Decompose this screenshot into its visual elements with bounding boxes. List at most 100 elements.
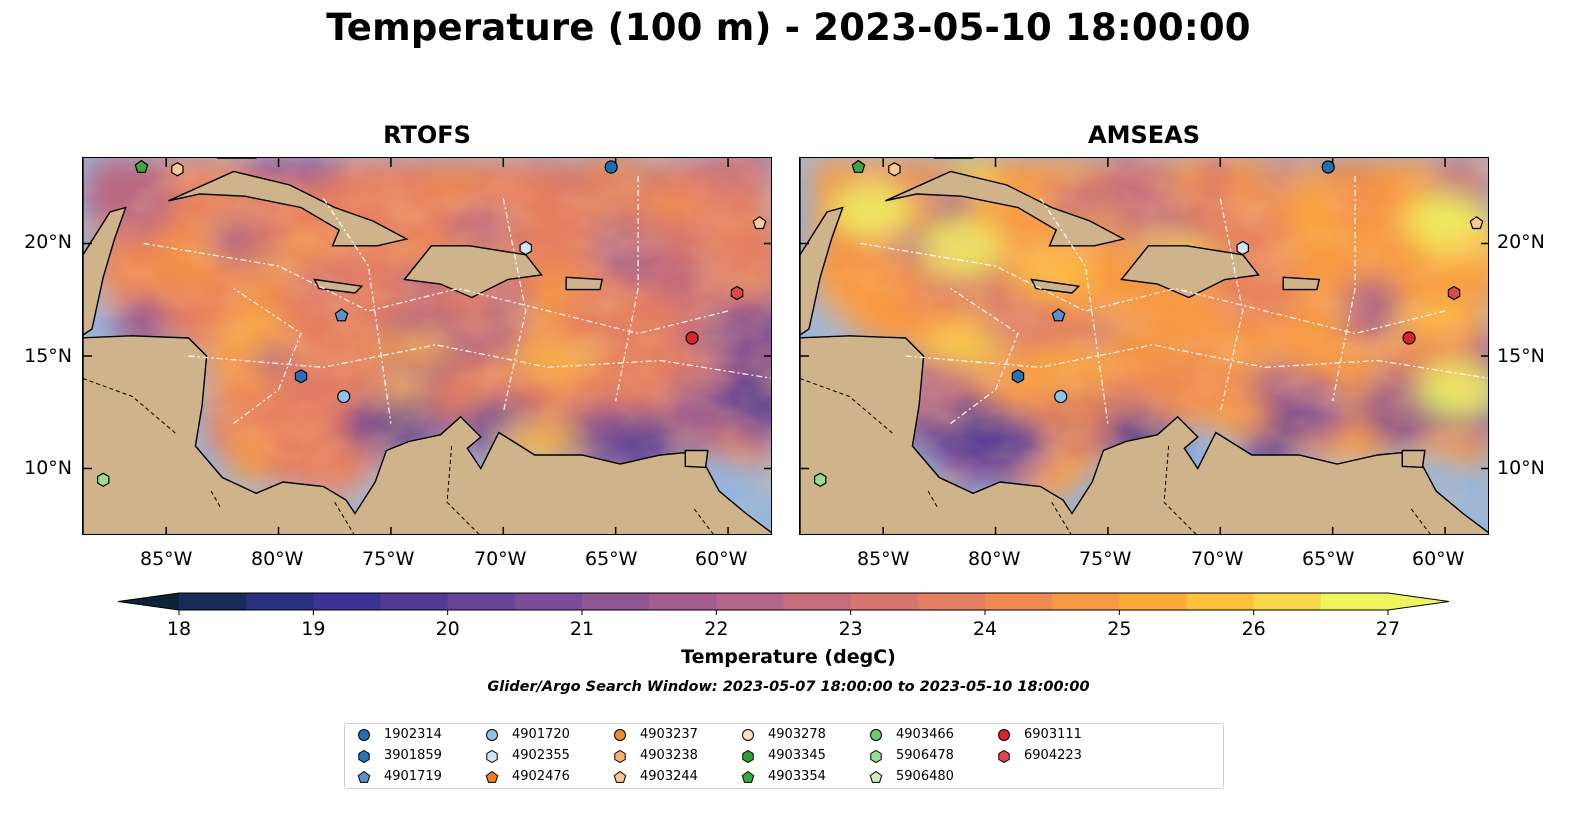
legend-item: 4903278 xyxy=(741,727,826,742)
float-marker-circle[interactable] xyxy=(604,160,618,174)
legend-label: 6903111 xyxy=(1024,727,1082,742)
colorbar-swatch xyxy=(246,593,314,610)
legend-item: 4903345 xyxy=(741,748,826,763)
colorbar-swatch xyxy=(313,593,382,610)
lat-tick-15n-left: 15°N xyxy=(24,345,72,367)
map-panel-amseas[interactable] xyxy=(799,157,1489,535)
colorbar-swatch xyxy=(582,593,650,610)
colorbar-swatch xyxy=(783,593,852,610)
colorbar-swatch xyxy=(649,593,717,610)
circle-marker-icon xyxy=(358,728,370,741)
eez-line xyxy=(233,288,302,424)
lon-tick-85w-left: 85°W xyxy=(140,548,193,570)
border-line xyxy=(1410,508,1431,534)
hexagon-marker-icon xyxy=(358,749,370,763)
float-marker-circle[interactable] xyxy=(337,389,351,404)
float-marker-circle[interactable] xyxy=(685,331,699,345)
axis-ticks xyxy=(800,158,1488,534)
float-marker-hexagon[interactable] xyxy=(1011,369,1025,384)
legend-label: 4903278 xyxy=(768,727,826,742)
eez-line xyxy=(1040,198,1109,424)
lon-tick-80w-right: 80°W xyxy=(968,548,1021,570)
float-marker-pentagon[interactable] xyxy=(752,216,767,230)
float-marker-hexagon[interactable] xyxy=(294,369,308,384)
float-marker-circle[interactable] xyxy=(1402,331,1416,345)
legend-item: 4903354 xyxy=(741,769,826,784)
map-panel-rtofs[interactable] xyxy=(82,157,772,535)
figure-title: Temperature (100 m) - 2023-05-10 18:00:0… xyxy=(326,6,1251,49)
colorbar-extend-min xyxy=(118,593,179,610)
legend-item: 5906480 xyxy=(869,769,954,784)
float-marker-pentagon[interactable] xyxy=(1051,308,1066,322)
panel-title-rtofs: RTOFS xyxy=(383,121,471,149)
colorbar-swatch xyxy=(716,593,785,610)
lat-tick-15n-right: 15°N xyxy=(1497,345,1545,367)
float-marker-hexagon[interactable] xyxy=(888,162,901,177)
legend-item: 4901719 xyxy=(357,769,442,784)
legend-label: 4903244 xyxy=(640,769,698,784)
legend-item: 4902355 xyxy=(485,748,570,763)
eez-line xyxy=(1332,176,1356,402)
float-marker-hexagon[interactable] xyxy=(1236,240,1249,256)
pentagon-marker-icon xyxy=(869,770,883,783)
cuba-land xyxy=(885,170,1126,247)
float-marker-hexagon[interactable] xyxy=(519,240,532,256)
puerto-rico-land xyxy=(565,276,604,291)
map-canvas xyxy=(83,158,771,534)
jamaica-land xyxy=(1030,278,1081,294)
float-marker-pentagon[interactable] xyxy=(851,159,866,173)
jamaica-land xyxy=(313,278,364,294)
legend-label: 4901720 xyxy=(512,727,570,742)
eez-line xyxy=(905,344,1488,379)
legend-label: 1902314 xyxy=(384,727,442,742)
eez-line xyxy=(950,288,1019,424)
colorbar-swatch xyxy=(1253,593,1322,610)
float-marker-hexagon[interactable] xyxy=(171,162,184,177)
hexagon-marker-icon xyxy=(870,749,882,763)
legend-item: 4903466 xyxy=(869,727,954,742)
legend-item: 5906478 xyxy=(869,748,954,763)
lat-tick-10n-right: 10°N xyxy=(1497,457,1545,479)
circle-marker-icon xyxy=(614,728,626,741)
colorbar-tick-label: 24 xyxy=(973,618,997,640)
pentagon-marker-icon xyxy=(741,770,755,783)
hexagon-marker-icon xyxy=(742,749,754,763)
trinidad-land xyxy=(1401,449,1426,469)
float-marker-hexagon[interactable] xyxy=(97,472,110,487)
lat-tick-20n-left: 20°N xyxy=(24,231,72,253)
colorbar: 18 19 20 21 22 23 24 25 26 27 xyxy=(117,592,1450,640)
colorbar-tick-label: 25 xyxy=(1107,618,1131,640)
float-marker-pentagon[interactable] xyxy=(1469,216,1484,230)
hexagon-marker-icon xyxy=(486,749,498,763)
lon-tick-75w-right: 75°W xyxy=(1079,548,1132,570)
float-marker-pentagon[interactable] xyxy=(134,159,149,173)
legend-label: 4902476 xyxy=(512,769,570,784)
eez-line xyxy=(188,344,771,379)
colorbar-swatch xyxy=(514,593,583,610)
legend-item: 6904223 xyxy=(997,748,1082,763)
colorbar-tick-label: 26 xyxy=(1242,618,1266,640)
colorbar-tick-label: 18 xyxy=(167,618,191,640)
eez-line xyxy=(860,242,1446,335)
panel-title-amseas: AMSEAS xyxy=(1088,121,1200,149)
float-marker-hexagon[interactable] xyxy=(814,472,827,487)
float-marker-hexagon[interactable] xyxy=(730,285,744,301)
national-borders xyxy=(83,378,714,534)
legend-label: 4903466 xyxy=(896,727,954,742)
border-line xyxy=(1163,445,1197,534)
float-marker-circle[interactable] xyxy=(1321,160,1335,174)
float-marker-circle[interactable] xyxy=(1054,389,1068,404)
colorbar-label: Temperature (degC) xyxy=(681,646,896,668)
pentagon-marker-icon xyxy=(357,770,371,783)
pentagon-marker-icon xyxy=(613,770,627,783)
legend-label: 5906478 xyxy=(896,748,954,763)
float-marker-hexagon[interactable] xyxy=(1447,285,1461,301)
float-marker-pentagon[interactable] xyxy=(334,308,349,322)
hispaniola-land xyxy=(403,245,543,299)
lon-tick-80w-left: 80°W xyxy=(251,548,304,570)
legend-label: 5906480 xyxy=(896,769,954,784)
lat-tick-20n-right: 20°N xyxy=(1497,231,1545,253)
colorbar-tick-label: 20 xyxy=(436,618,460,640)
cuba-land xyxy=(168,170,409,247)
legend-item: 4903238 xyxy=(613,748,698,763)
